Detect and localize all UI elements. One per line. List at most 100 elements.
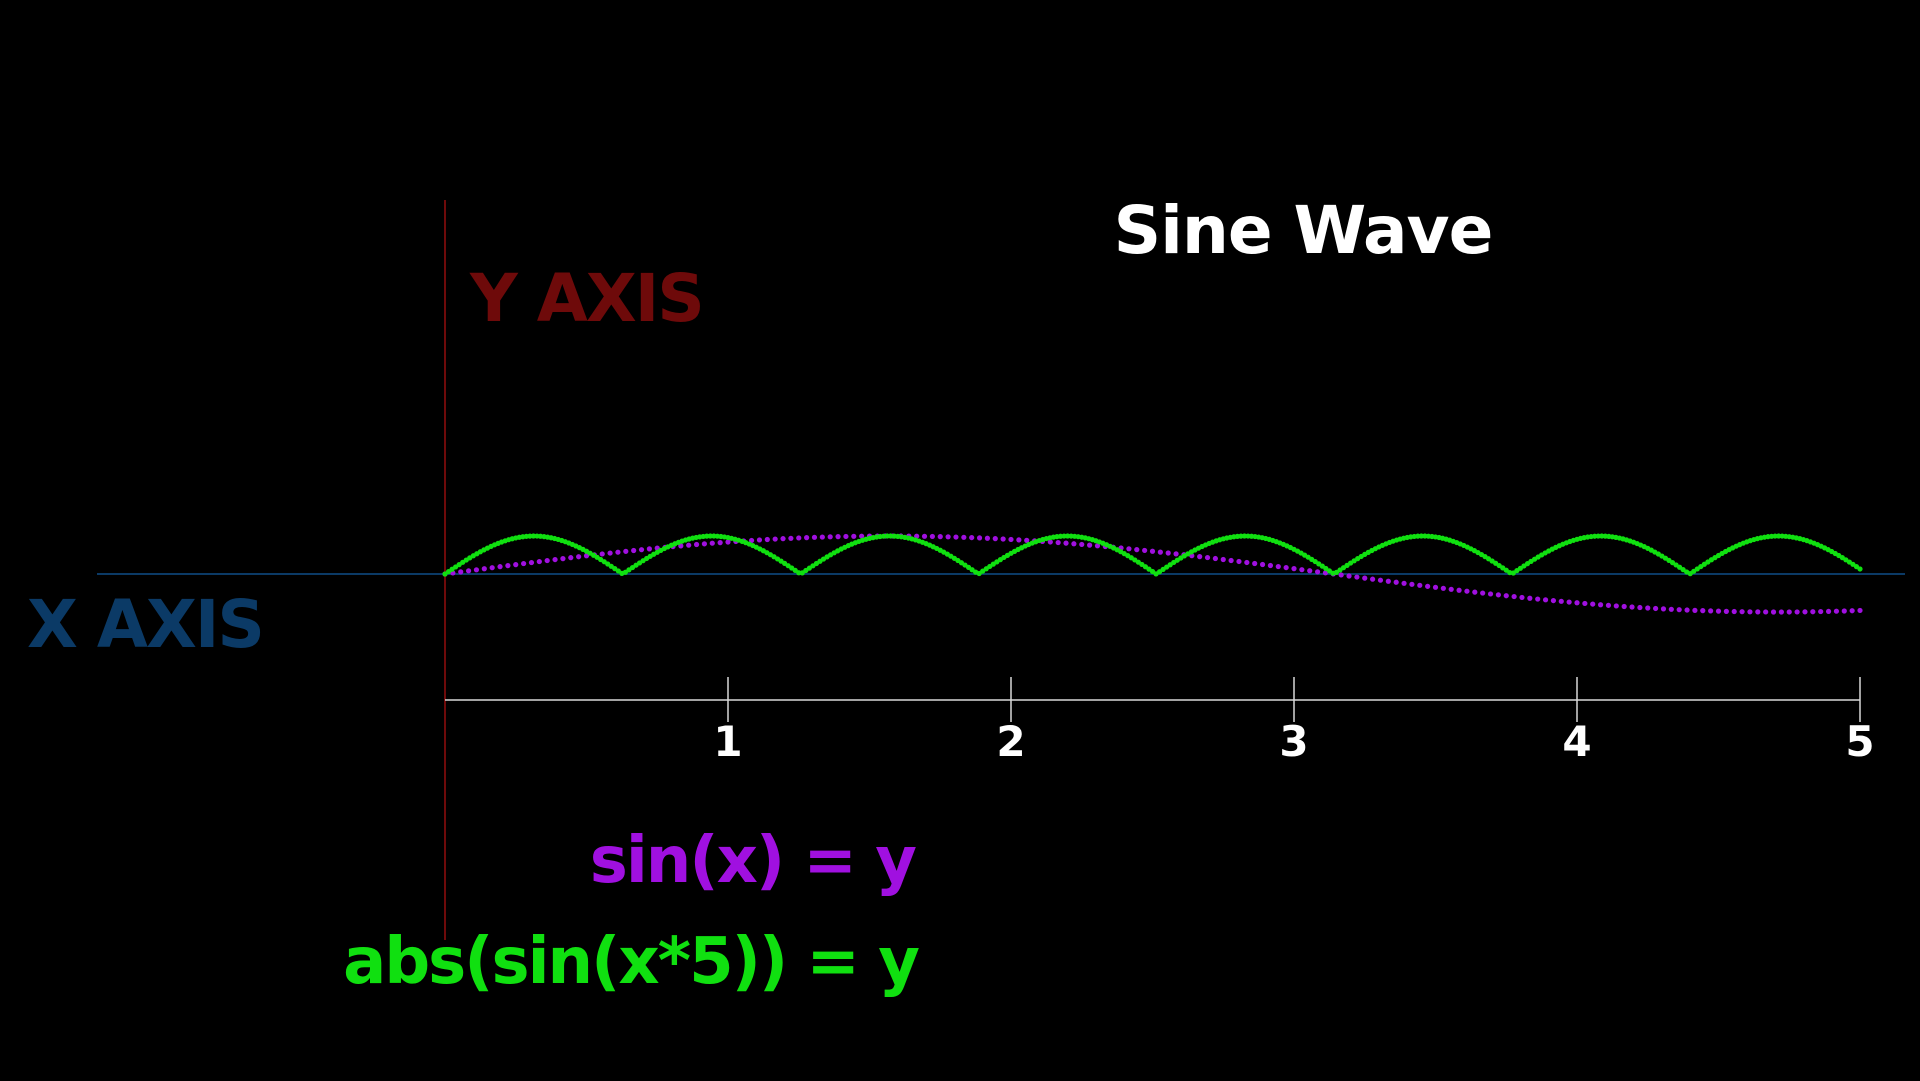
data-point <box>1810 609 1816 615</box>
data-point <box>1637 604 1643 611</box>
data-point <box>1322 570 1329 576</box>
data-point <box>1000 536 1006 542</box>
data-point <box>1448 586 1454 592</box>
series-abs-sin <box>442 533 1863 577</box>
data-point <box>788 535 794 541</box>
data-point <box>1621 603 1627 610</box>
data-point <box>1134 547 1140 553</box>
x-tick-label: 4 <box>1562 717 1591 766</box>
data-point <box>851 533 857 539</box>
x-tick-label: 1 <box>713 717 742 766</box>
data-point <box>1409 581 1415 587</box>
data-point <box>1385 578 1391 584</box>
data-point <box>1692 607 1698 613</box>
data-point <box>1456 587 1462 593</box>
data-point <box>961 534 967 540</box>
data-point <box>1393 579 1399 585</box>
data-point <box>717 540 723 546</box>
data-point <box>576 554 582 560</box>
data-point <box>1778 609 1784 615</box>
data-point <box>1597 602 1604 608</box>
data-point <box>552 556 558 563</box>
data-point <box>725 539 731 545</box>
data-point <box>1197 554 1203 560</box>
data-point <box>1763 609 1769 615</box>
data-point <box>811 534 818 540</box>
data-point <box>1071 541 1077 547</box>
data-point <box>1574 600 1580 606</box>
data-point <box>1464 588 1470 594</box>
data-point <box>1275 563 1281 570</box>
data-point <box>1267 562 1274 569</box>
data-point <box>1590 601 1596 607</box>
data-point <box>945 534 951 540</box>
series-group <box>442 533 1863 615</box>
data-point <box>528 559 535 566</box>
data-point <box>513 562 519 568</box>
data-point <box>1676 607 1682 613</box>
data-point <box>937 534 943 540</box>
data-point <box>1825 608 1832 615</box>
legend-abs-sin: abs(sin(x*5)) = y <box>343 925 919 999</box>
data-point <box>1291 566 1297 572</box>
data-point <box>521 560 527 567</box>
data-point <box>1173 551 1179 557</box>
data-point <box>1833 608 1840 614</box>
data-point <box>1731 608 1737 615</box>
data-point <box>1582 600 1588 607</box>
data-point <box>1157 549 1163 555</box>
data-point <box>693 541 700 548</box>
data-point <box>1802 609 1808 615</box>
data-point <box>969 534 975 541</box>
data-point <box>1786 609 1792 615</box>
data-point <box>1480 590 1486 596</box>
data-point <box>1189 553 1195 559</box>
data-point <box>1503 593 1509 599</box>
data-point <box>631 547 637 554</box>
data-point <box>1535 596 1541 602</box>
x-ticks-group: 1 2 3 4 5 <box>713 677 1875 766</box>
data-point <box>804 535 810 541</box>
data-point <box>1440 585 1446 591</box>
data-point <box>1142 547 1148 554</box>
data-point <box>1094 543 1101 549</box>
data-point <box>1723 608 1729 614</box>
data-point <box>1063 540 1069 546</box>
data-point <box>1307 568 1313 574</box>
data-point <box>1204 554 1211 561</box>
data-point <box>1550 597 1557 604</box>
data-point <box>1244 559 1250 566</box>
data-point <box>1016 537 1022 543</box>
data-point <box>1212 555 1218 562</box>
data-point <box>1236 558 1242 565</box>
data-point <box>544 557 550 564</box>
x-tick-label: 2 <box>996 717 1025 766</box>
data-point <box>599 551 605 557</box>
data-point <box>560 556 566 562</box>
data-point <box>1401 580 1407 586</box>
data-point <box>1259 561 1266 568</box>
data-point <box>921 533 928 539</box>
data-point <box>701 541 708 547</box>
data-point <box>1700 608 1706 614</box>
data-point <box>505 563 511 569</box>
x-tick-label: 5 <box>1845 717 1874 766</box>
data-point <box>1228 557 1234 564</box>
data-point <box>1283 564 1289 571</box>
legend-sin: sin(x) = y <box>590 824 917 898</box>
data-point <box>827 534 833 540</box>
data-point <box>772 536 778 542</box>
x-tick-label: 3 <box>1279 717 1308 766</box>
data-point <box>536 558 542 565</box>
data-point <box>1857 607 1863 614</box>
data-point <box>1558 598 1564 604</box>
data-point <box>1849 608 1855 614</box>
data-point <box>929 533 935 540</box>
data-point <box>1495 592 1501 598</box>
data-point <box>1660 606 1667 612</box>
data-point <box>1708 608 1714 614</box>
data-point <box>1613 603 1619 609</box>
data-point <box>1149 548 1156 554</box>
data-point <box>1299 567 1305 573</box>
